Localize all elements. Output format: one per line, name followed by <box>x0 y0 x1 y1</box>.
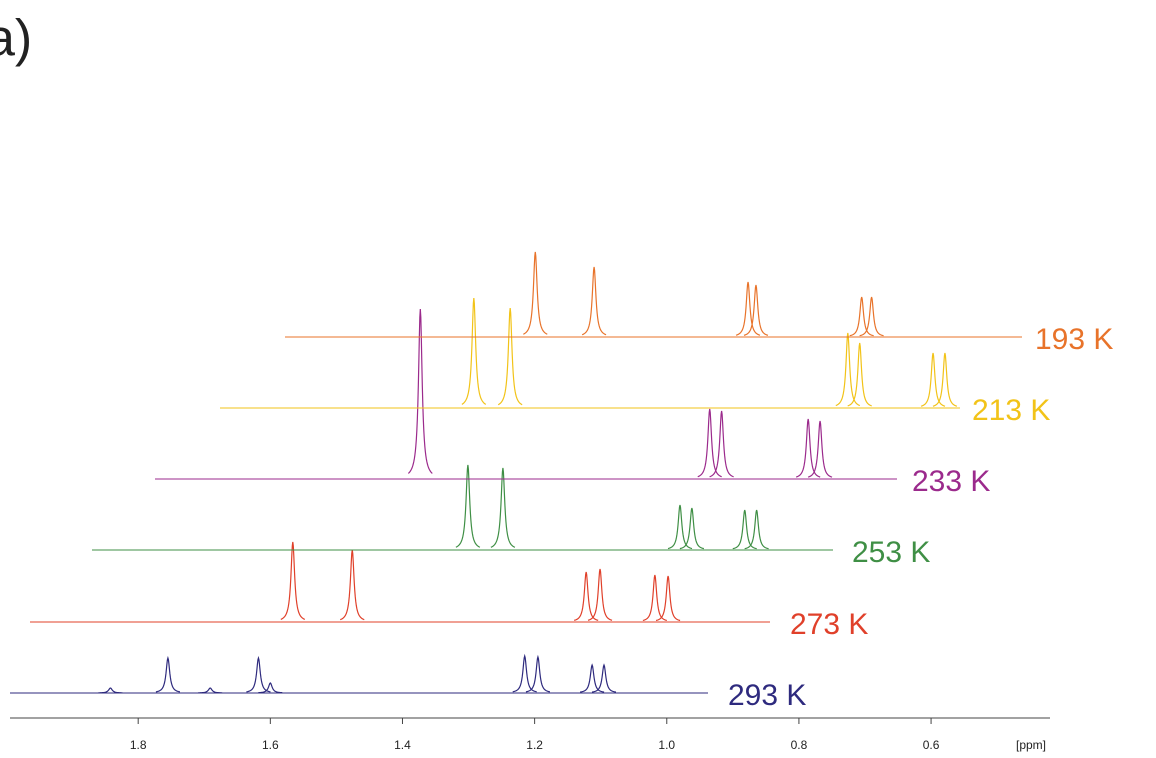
x-tick-label: 1.6 <box>262 738 279 752</box>
spectrum-peak <box>258 682 283 694</box>
trace-label: 213 K <box>972 394 1050 427</box>
panel-label: a) <box>0 10 32 68</box>
spectrum-peak <box>744 509 769 550</box>
spectrum-peak <box>461 297 487 405</box>
trace-label: 293 K <box>728 679 806 712</box>
spectrum-peak <box>732 509 757 550</box>
spectrum-peak <box>455 464 481 548</box>
spectrum-peak <box>573 571 599 621</box>
spectrum-peak <box>580 663 605 693</box>
x-tick-label: 0.8 <box>791 738 808 752</box>
x-tick-label: 0.6 <box>923 738 940 752</box>
spectrum-peak <box>587 568 613 621</box>
spectrum-peak <box>679 507 705 550</box>
spectrum-peak <box>655 575 681 622</box>
x-tick-label: 1.4 <box>394 738 411 752</box>
spectrum-peak <box>246 655 271 693</box>
spectrum-peak <box>340 549 365 621</box>
spectrum-peak <box>98 687 123 694</box>
spectrum-peak <box>512 653 537 693</box>
x-tick-label: 1.2 <box>526 738 543 752</box>
x-tick-label: 1.0 <box>658 738 675 752</box>
spectrum-peak <box>490 467 516 548</box>
trace-label: 233 K <box>912 465 990 498</box>
spectrum-peak <box>920 352 946 407</box>
x-tick-label: 1.8 <box>130 738 147 752</box>
spectrum-peak <box>523 251 548 335</box>
spectrum-peak <box>932 352 958 407</box>
spectrum-peak <box>849 296 874 337</box>
spectrum-peak <box>735 281 761 336</box>
x-axis-label: [ppm] <box>1016 738 1046 752</box>
spectrum-peak <box>743 284 769 336</box>
spectrum-peak <box>280 541 306 620</box>
spectrum-peak <box>642 574 668 622</box>
spectrum-peak <box>591 663 617 693</box>
spectrum-peak <box>155 655 181 693</box>
spectrum-peak <box>198 687 223 694</box>
spectrum-peak <box>847 342 872 407</box>
spectrum-peak <box>697 408 722 478</box>
trace-label: 253 K <box>852 536 930 569</box>
spectrum-peak <box>709 410 734 478</box>
spectrum-peak <box>859 296 884 337</box>
spectrum-peak <box>667 504 693 550</box>
spectrum-peak <box>497 307 523 406</box>
spectrum-peak <box>407 308 433 474</box>
spectrum-peak <box>581 266 607 336</box>
spectrum-peak <box>807 420 833 478</box>
spectrum-peak <box>835 332 861 407</box>
spectrum-peak <box>795 418 821 478</box>
trace-label: 193 K <box>1035 323 1113 356</box>
spectrum-peak <box>525 654 551 693</box>
trace-label: 273 K <box>790 608 868 641</box>
